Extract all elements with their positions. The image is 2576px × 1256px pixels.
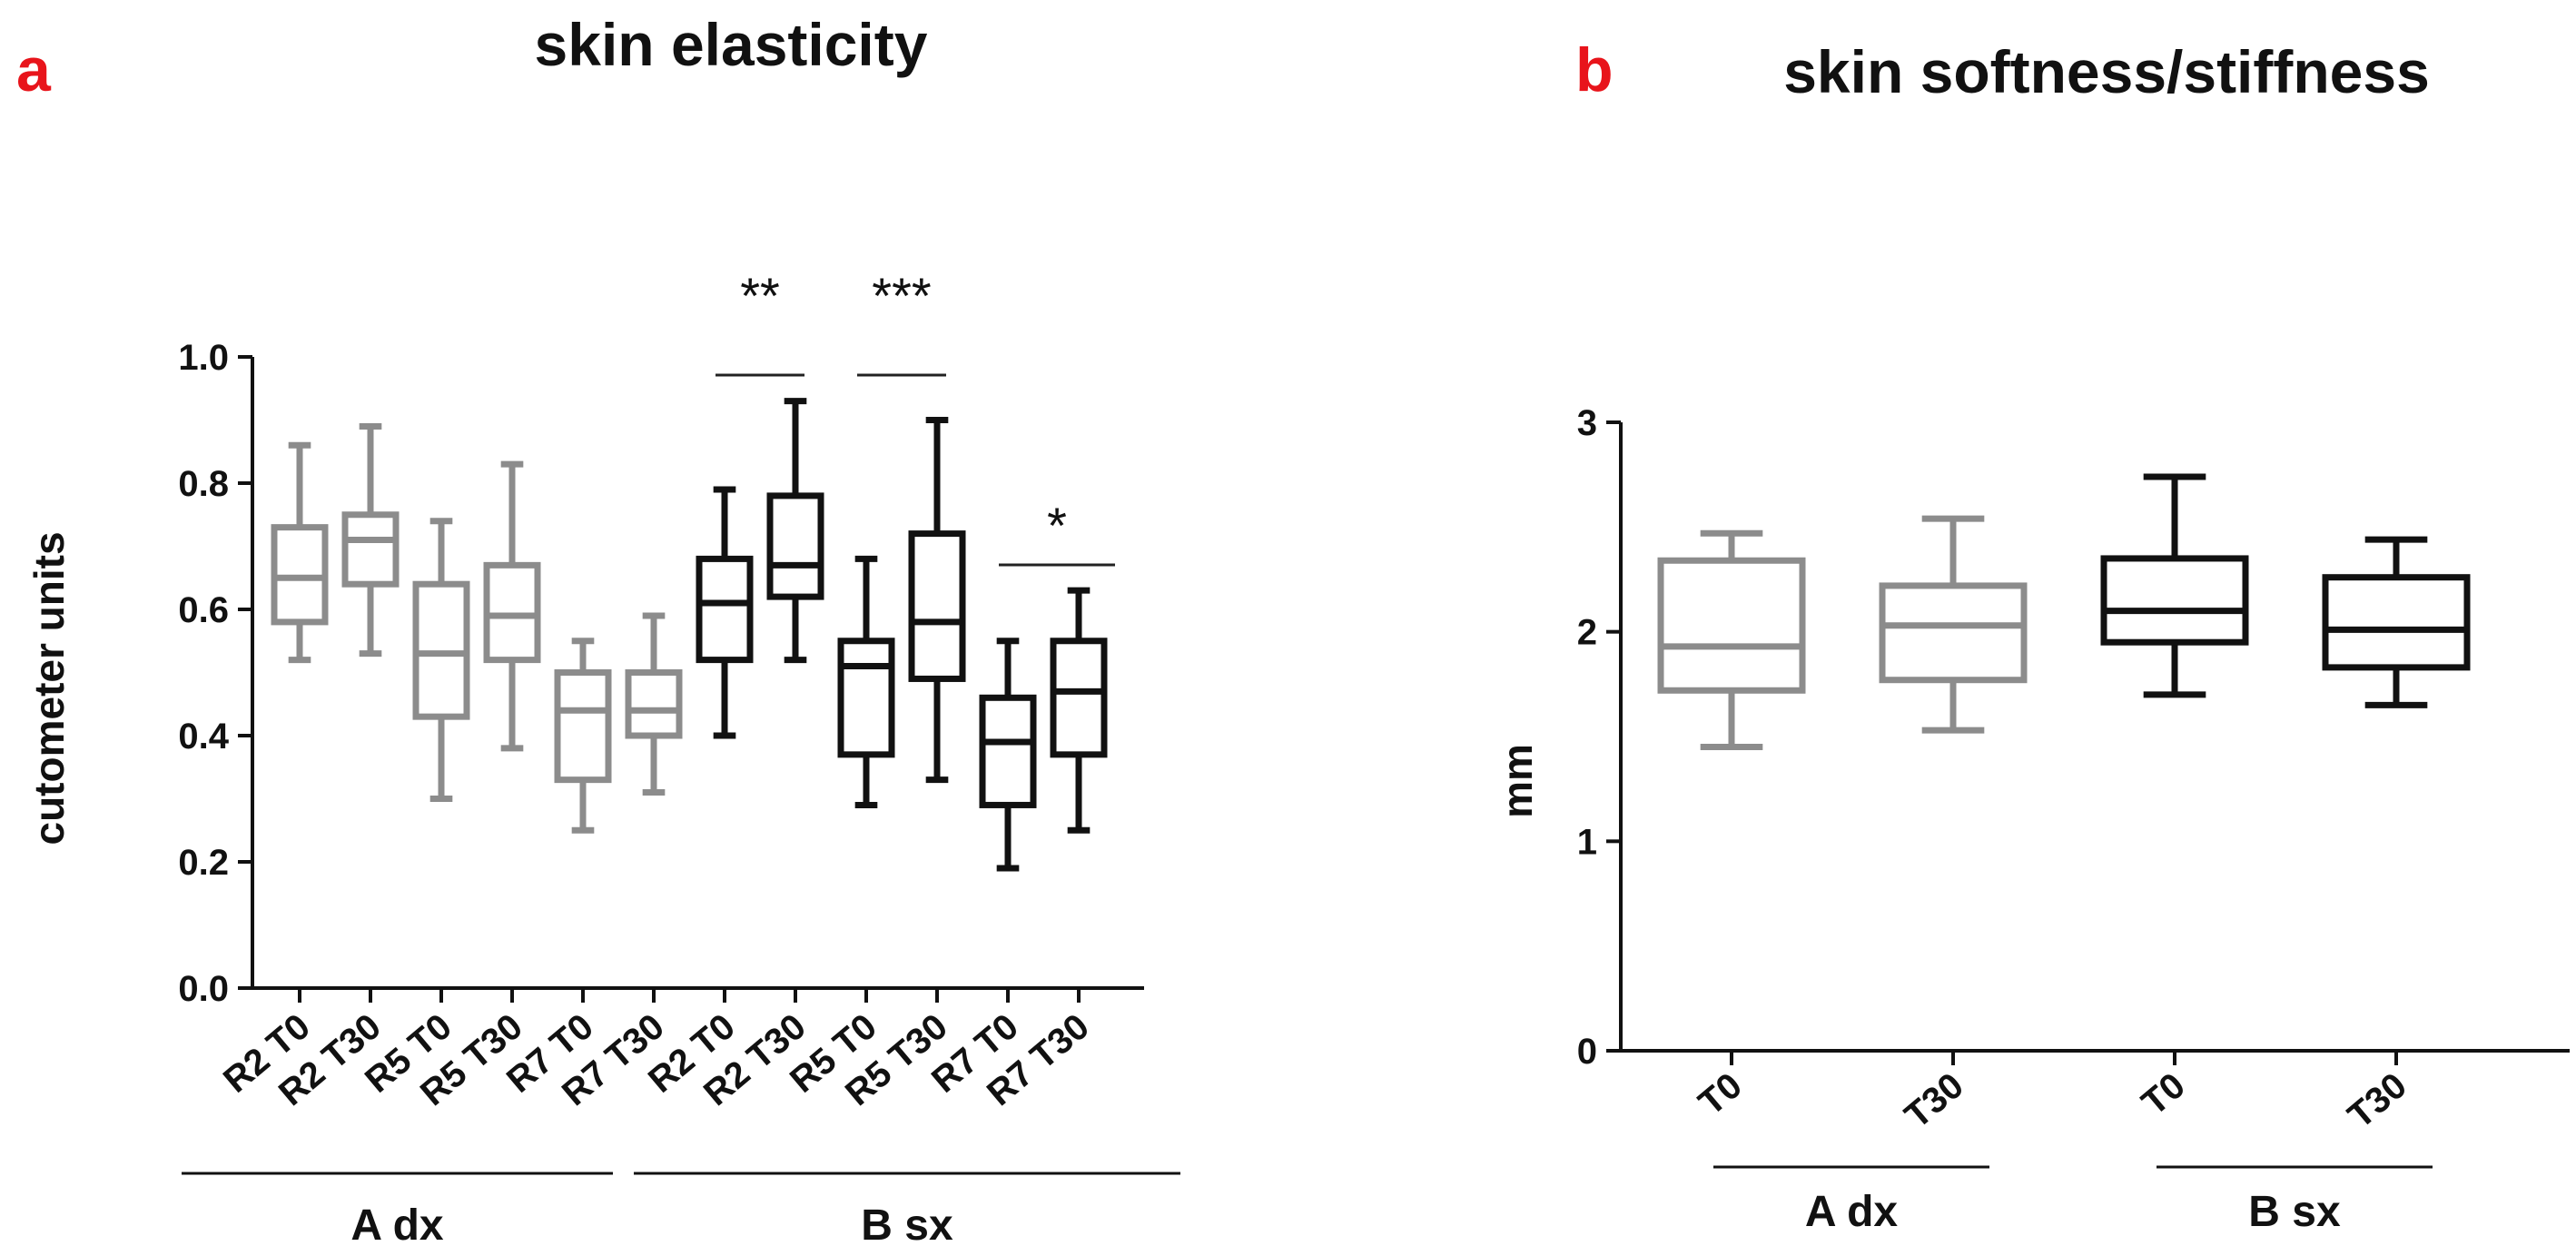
panel-b-title: skin softness/stiffness bbox=[1783, 38, 2430, 105]
panel-b-y-tick-label: 0 bbox=[1577, 1032, 1597, 1072]
panel-a-significance-label-2: *** bbox=[872, 267, 931, 324]
panel-a-box-iqr bbox=[766, 492, 824, 600]
panel-b-box-iqr bbox=[1879, 582, 2028, 684]
panel-b-box-iqr bbox=[1657, 557, 1806, 694]
panel-a-y-axis-label: cutometer units bbox=[25, 531, 73, 845]
panel-a-box-11 bbox=[979, 638, 1037, 872]
panel-b-group-label-1: A dx bbox=[1805, 1188, 1899, 1236]
panel-a-box-iqr bbox=[1050, 638, 1108, 758]
panel-b-plot: 0 1 2 3 T0 T30 T0 T30 A dx B sx bbox=[1577, 403, 2570, 1236]
panel-a-box-4 bbox=[483, 460, 541, 752]
panel-a-box-6 bbox=[625, 612, 683, 796]
panel-a-box-iqr bbox=[979, 694, 1037, 808]
panel-b-group-label-2: B sx bbox=[2248, 1188, 2341, 1236]
panel-b-category-label: T30 bbox=[1898, 1065, 1971, 1136]
panel-a-box-iqr bbox=[625, 669, 683, 739]
panel-b-box-1 bbox=[1657, 529, 1806, 751]
panel-a-title: skin elasticity bbox=[535, 11, 928, 78]
panel-b-y-tick-label: 3 bbox=[1577, 403, 1597, 443]
panel-b-letter: b bbox=[1575, 35, 1614, 104]
panel-a-y-tick-label: 1.0 bbox=[178, 338, 229, 378]
panel-a-box-iqr bbox=[696, 555, 754, 664]
panel-a-y-tick-label: 0.0 bbox=[178, 969, 229, 1009]
panel-a-box-3 bbox=[412, 518, 470, 802]
panel-a-box-12 bbox=[1050, 587, 1108, 834]
panel-a-box-2 bbox=[341, 422, 400, 658]
panel-a-box-10 bbox=[908, 417, 966, 784]
panel-a-box-1 bbox=[271, 441, 329, 664]
panel-a-group-label-2: B sx bbox=[861, 1202, 953, 1250]
panel-a-significance-label-3: * bbox=[1047, 497, 1067, 554]
panel-b-category-label: T30 bbox=[2341, 1065, 2414, 1136]
panel-a-box-iqr bbox=[554, 669, 612, 784]
panel-a-box-iqr bbox=[341, 511, 400, 588]
panel-b-category-label: T0 bbox=[2135, 1065, 2193, 1123]
panel-a-y-tick-label: 0.4 bbox=[178, 717, 229, 757]
panel-b-y-tick-label: 1 bbox=[1577, 822, 1597, 862]
panel-a-y-tick-label: 0.6 bbox=[178, 590, 229, 630]
panel-b-y-tick-label: 2 bbox=[1577, 613, 1597, 653]
panel-b-y-axis-label: mm bbox=[1494, 744, 1541, 818]
panel-b-box-4 bbox=[2322, 536, 2471, 708]
panel-b-category-label: T0 bbox=[1692, 1065, 1750, 1123]
panel-a-significance-label-1: ** bbox=[740, 267, 780, 324]
panel-b-box-iqr bbox=[2100, 555, 2249, 646]
panel-a-letter: a bbox=[16, 35, 52, 104]
panel-a-group-label-1: A dx bbox=[350, 1202, 444, 1250]
panel-a-box-7 bbox=[696, 486, 754, 739]
panel-b-box-3 bbox=[2100, 473, 2249, 698]
panel-b-box-iqr bbox=[2322, 574, 2471, 671]
panel-a-box-9 bbox=[837, 555, 895, 808]
panel-a-y-tick-label: 0.2 bbox=[178, 843, 229, 883]
panel-a-y-tick-label: 0.8 bbox=[178, 464, 229, 504]
panel-a-box-8 bbox=[766, 398, 824, 664]
panel-b-box-2 bbox=[1879, 515, 2028, 734]
panel-a-box-iqr bbox=[908, 530, 966, 682]
panel-a-box-iqr bbox=[837, 638, 895, 758]
panel-a-box-5 bbox=[554, 638, 612, 834]
